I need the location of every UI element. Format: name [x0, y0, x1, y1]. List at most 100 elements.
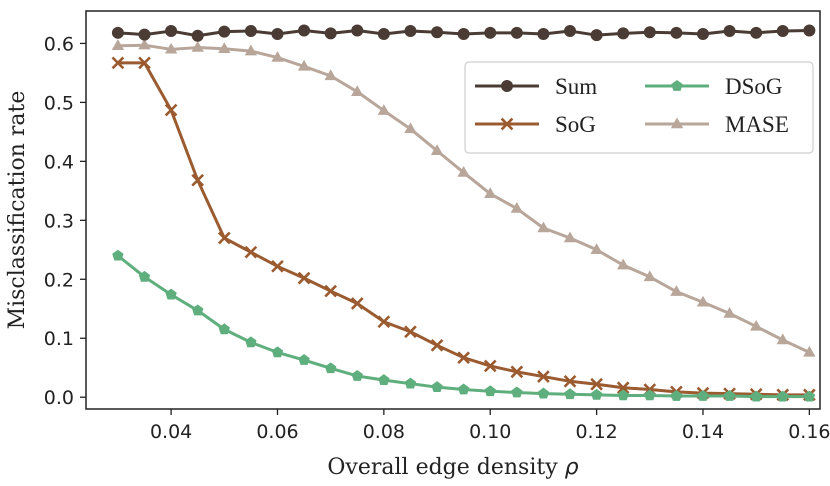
x-tick-label: 0.08	[363, 421, 405, 443]
data-point-mase	[696, 295, 710, 307]
data-point-sog	[350, 297, 364, 310]
y-tick-label: 0.6	[44, 33, 74, 55]
data-point-dsog	[351, 369, 363, 381]
x-tick-label: 0.12	[575, 421, 617, 443]
data-point-sum	[617, 27, 630, 40]
data-point-mase	[776, 333, 789, 345]
x-axis: 0.04 0.06 0.08 0.10 0.12 0.14 0.16	[150, 409, 830, 443]
data-point-dsog	[564, 388, 576, 400]
data-point-sum	[298, 24, 311, 37]
data-point-dsog	[245, 336, 257, 348]
series-layer	[111, 24, 816, 402]
data-point-dsog	[511, 386, 523, 398]
data-point-mase	[244, 44, 258, 56]
data-point-mase	[111, 39, 125, 51]
legend-box	[464, 61, 814, 154]
data-point-mase	[749, 319, 763, 331]
data-point-sog	[510, 365, 524, 379]
data-point-sum	[404, 25, 417, 38]
data-point-mase	[164, 42, 178, 54]
data-point-sum	[351, 24, 364, 37]
data-point-sog	[244, 245, 258, 259]
data-point-dsog	[803, 390, 816, 402]
data-point-sog	[430, 338, 444, 352]
data-point-sum	[776, 25, 789, 38]
data-point-sog	[217, 231, 231, 245]
data-point-sum	[218, 25, 231, 38]
data-point-mase	[484, 187, 497, 199]
data-point-sog	[457, 351, 470, 365]
legend-label-dsog: DSoG	[725, 74, 783, 99]
series-dsog	[112, 249, 816, 402]
y-axis-label: Misclassification rate	[5, 91, 30, 330]
data-point-sum	[191, 29, 204, 42]
data-point-sum	[723, 25, 736, 38]
data-point-mase	[324, 69, 337, 81]
data-point-sog	[324, 284, 338, 298]
data-point-sog	[483, 359, 497, 373]
data-point-mase	[670, 285, 683, 296]
data-point-sum	[484, 26, 497, 39]
legend-marker-sum	[501, 80, 513, 92]
x-tick-label: 0.04	[150, 421, 192, 443]
data-point-sog	[191, 173, 205, 187]
data-point-mase	[590, 243, 603, 255]
data-point-mase	[297, 59, 311, 71]
x-axis-label: Overall edge density ρ	[327, 455, 578, 480]
legend-label-mase: MASE	[725, 112, 789, 137]
y-axis: 0.0 0.1 0.2 0.3 0.4 0.5 0.6	[44, 33, 86, 409]
data-point-sog	[537, 370, 550, 383]
data-point-dsog	[723, 390, 736, 401]
y-tick-label: 0.0	[44, 387, 74, 409]
data-point-sum	[111, 26, 124, 39]
data-point-dsog	[484, 385, 496, 397]
data-point-dsog	[457, 383, 470, 395]
data-point-mase	[643, 270, 656, 282]
legend-marker-dsog	[671, 80, 683, 91]
x-tick-label: 0.16	[788, 421, 830, 443]
data-point-dsog	[378, 374, 390, 385]
data-point-mase	[537, 221, 550, 233]
data-point-mase	[404, 122, 417, 134]
data-point-sum	[165, 25, 178, 38]
y-tick-label: 0.1	[44, 328, 74, 350]
data-point-mase	[457, 166, 470, 177]
data-point-sum	[510, 26, 523, 39]
data-point-dsog	[590, 388, 603, 400]
data-point-dsog	[670, 390, 683, 401]
legend-marker-sog	[500, 117, 514, 131]
data-point-sog	[377, 315, 391, 329]
data-point-dsog	[404, 377, 417, 389]
data-point-mase	[218, 42, 231, 53]
data-point-mase	[430, 144, 444, 155]
data-point-mase	[510, 202, 524, 213]
data-point-mase	[563, 231, 577, 243]
data-point-sog	[616, 381, 630, 395]
data-point-dsog	[431, 381, 443, 393]
data-point-sum	[138, 28, 151, 41]
legend-item-sum: Sum	[475, 74, 597, 99]
plot-frame	[85, 10, 821, 410]
data-point-dsog	[298, 354, 310, 365]
data-point-sum	[750, 26, 763, 39]
data-point-sum	[696, 27, 709, 40]
data-point-mase	[271, 51, 284, 62]
y-tick-label: 0.5	[44, 92, 74, 114]
data-point-dsog	[165, 288, 177, 300]
y-tick-label: 0.4	[44, 151, 74, 173]
data-point-sum	[244, 25, 257, 38]
data-point-dsog	[271, 346, 284, 358]
data-point-sog	[111, 56, 125, 70]
data-point-sog	[297, 271, 311, 285]
data-point-dsog	[777, 390, 789, 402]
x-tick-label: 0.10	[469, 421, 511, 443]
data-point-mase	[803, 345, 816, 357]
data-point-dsog	[697, 390, 709, 401]
legend-item-dsog: DSoG	[645, 74, 783, 99]
series-sum	[111, 24, 816, 42]
data-point-dsog	[112, 249, 124, 261]
legend-item-mase: MASE	[645, 112, 789, 137]
legend: Sum SoG DSoG MASE	[464, 61, 814, 154]
data-point-dsog	[138, 270, 151, 282]
